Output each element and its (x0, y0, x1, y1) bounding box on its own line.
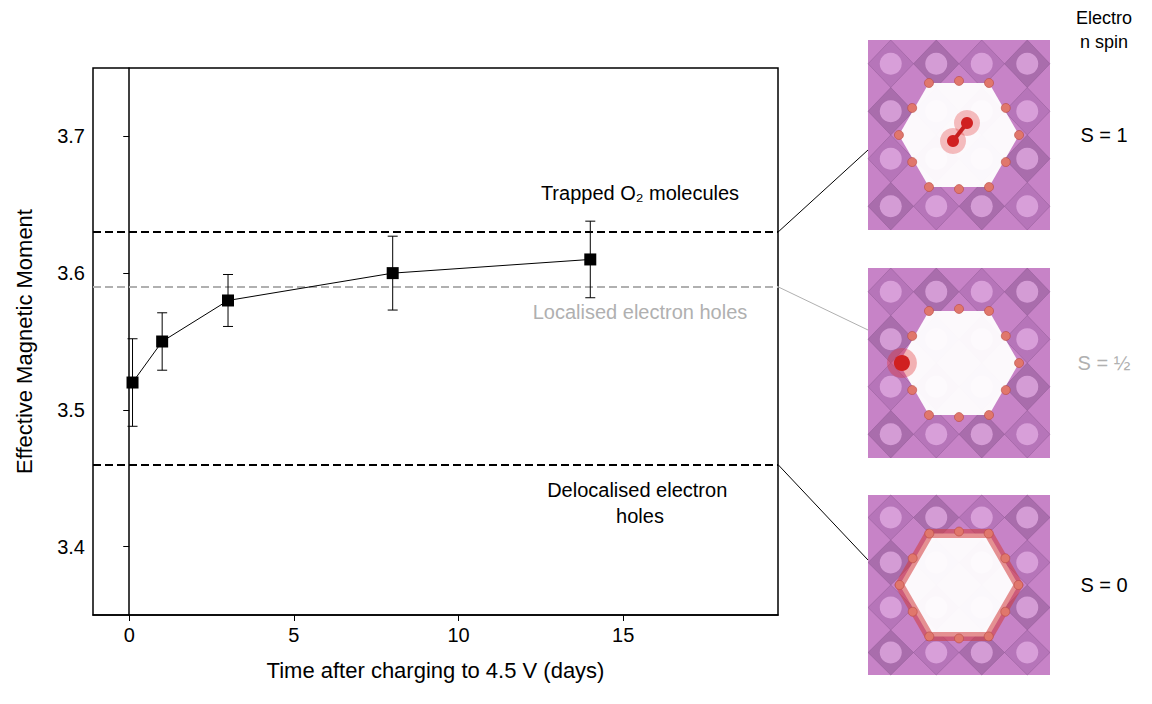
svg-text:3.4: 3.4 (57, 536, 85, 558)
svg-text:Delocalised electron: Delocalised electron (547, 479, 733, 501)
svg-text:0: 0 (124, 624, 135, 646)
svg-text:S = 0: S = 0 (1080, 574, 1127, 596)
svg-text:15: 15 (612, 624, 634, 646)
svg-text:3.6: 3.6 (57, 262, 85, 284)
svg-text:Trapped O₂ molecules: Trapped O₂ molecules (541, 182, 739, 204)
svg-text:Time after charging to 4.5 V (: Time after charging to 4.5 V (days) (267, 658, 605, 683)
svg-text:S = ½: S = ½ (1078, 352, 1131, 374)
svg-text:Localised electron holes: Localised electron holes (533, 301, 748, 323)
svg-text:3.7: 3.7 (57, 125, 85, 147)
svg-text:Effective Magnetic Moment: Effective Magnetic Moment (12, 209, 37, 474)
svg-text:5: 5 (288, 624, 299, 646)
svg-text:10: 10 (447, 624, 469, 646)
svg-text:Electro: Electro (1076, 8, 1132, 28)
svg-text:S = 1: S = 1 (1080, 124, 1127, 146)
svg-text:n spin: n spin (1080, 32, 1128, 52)
svg-text:holes: holes (616, 505, 664, 527)
svg-text:3.5: 3.5 (57, 399, 85, 421)
